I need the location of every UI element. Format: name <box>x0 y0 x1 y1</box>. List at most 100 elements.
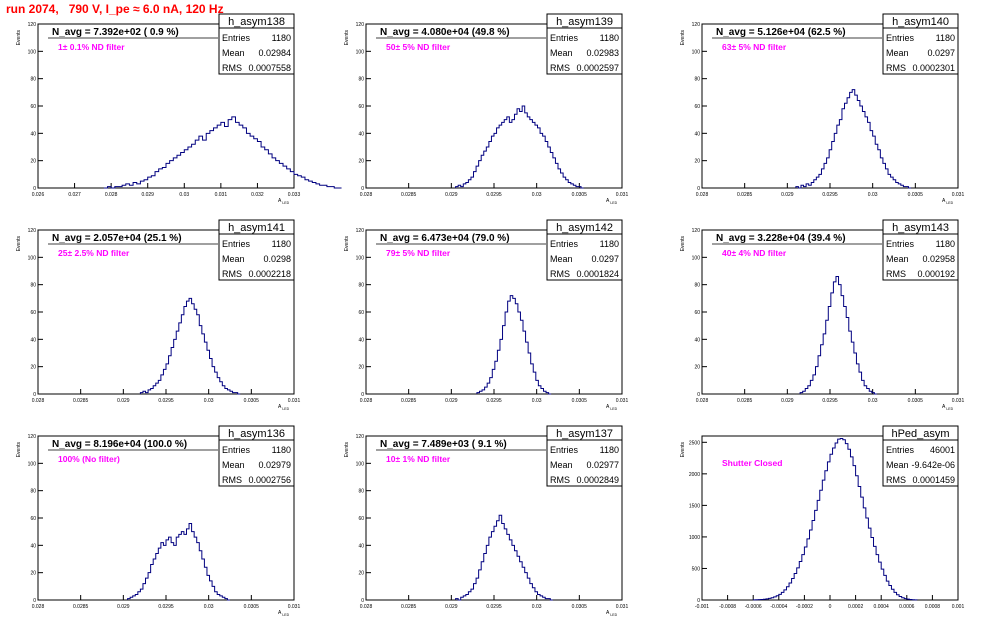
histogram-series-h_asym137 <box>455 514 553 601</box>
x-tick-label: 0.001 <box>952 604 965 610</box>
y-tick-label: 60 <box>30 104 36 110</box>
y-tick-label: 60 <box>694 104 700 110</box>
x-tick-label: 0.0285 <box>737 398 753 404</box>
stats-value: 1180 <box>936 239 955 249</box>
x-tick-label: 0.03 <box>204 604 214 610</box>
stats-label: Mean <box>886 48 909 58</box>
stats-value: -9.642e-06 <box>911 460 955 470</box>
stats-label: RMS <box>550 63 570 73</box>
x-tick-label: 0.031 <box>616 192 629 198</box>
stats-value: 0.02984 <box>258 48 291 58</box>
stats-value: 0.0002218 <box>248 269 291 279</box>
filter-label: Shutter Closed <box>722 458 782 468</box>
histogram-panel-h_asym136: 0 20 40 60 80 100 120 0.028 0.0285 0.029 0.0295 0.0… <box>16 425 300 617</box>
stats-value: 1180 <box>936 33 955 43</box>
y-tick-label: 0 <box>33 392 36 398</box>
y-tick-label: 40 <box>694 131 700 137</box>
y-tick-label: 0 <box>361 186 364 192</box>
histogram-series-h_asym140 <box>795 89 912 189</box>
stats-value: 0.0002301 <box>912 63 955 73</box>
x-tick-label: 0.031 <box>952 398 965 404</box>
stats-label: Entries <box>886 239 915 249</box>
y-axis-title: Events <box>16 442 22 458</box>
x-axis-title: A LED <box>278 198 290 205</box>
y-tick-label: 1500 <box>689 503 700 509</box>
stats-value: 1180 <box>272 239 291 249</box>
y-tick-label: 100 <box>28 255 37 261</box>
y-tick-label: 60 <box>358 310 364 316</box>
stats-label: RMS <box>886 475 906 485</box>
filter-label: 1± 0.1% ND filter <box>58 42 125 52</box>
x-tick-label: 0.0004 <box>874 604 890 610</box>
x-tick-label: 0.0285 <box>73 398 89 404</box>
y-tick-label: 60 <box>30 516 36 522</box>
y-tick-label: 80 <box>358 283 364 289</box>
y-tick-label: 0 <box>361 598 364 604</box>
y-tick-label: 0 <box>697 186 700 192</box>
y-tick-label: 120 <box>28 434 37 440</box>
histogram-panel-h_asym139: 0 20 40 60 80 100 120 0.028 0.0285 0.029 0.0295 0.0… <box>344 13 629 205</box>
filter-label: 10± 1% ND filter <box>386 454 451 464</box>
histogram-name: h_asym137 <box>556 428 613 440</box>
histogram-series-h_asym136 <box>127 522 230 601</box>
y-tick-label: 100 <box>692 255 701 261</box>
stats-label: Entries <box>886 33 915 43</box>
filter-label: 63± 5% ND filter <box>722 42 787 52</box>
x-tick-label: 0.028 <box>32 398 45 404</box>
y-tick-label: 40 <box>30 337 36 343</box>
x-tick-label: 0.03 <box>532 398 542 404</box>
x-tick-label: 0.03 <box>532 604 542 610</box>
y-tick-label: 120 <box>692 22 701 28</box>
y-tick-label: 120 <box>356 228 365 234</box>
histogram-name: h_asym143 <box>892 222 949 234</box>
histogram-series-h_asym143 <box>799 275 877 395</box>
stats-label: Entries <box>550 239 579 249</box>
n-avg-label: N_avg = 2.057e+04 (25.1 %) <box>52 233 182 244</box>
histogram-panel-h_asym140: 0 20 40 60 80 100 120 0.028 0.0285 0.029 0.0295 0.0… <box>680 13 964 205</box>
n-avg-label: N_avg = 6.473e+04 (79.0 %) <box>380 233 510 244</box>
histogram-series-h_asym141 <box>139 297 241 395</box>
histogram-series-hPed_asym <box>752 438 918 601</box>
y-tick-label: 40 <box>30 131 36 137</box>
histogram-name: hPed_asym <box>891 428 949 440</box>
y-tick-label: 1000 <box>689 535 700 541</box>
y-tick-label: 2500 <box>689 440 700 446</box>
stats-value: 1180 <box>600 239 619 249</box>
x-tick-label: 0.031 <box>616 398 629 404</box>
x-tick-label: 0.0295 <box>158 398 174 404</box>
n-avg-label: N_avg = 5.126e+04 (62.5 %) <box>716 27 846 38</box>
y-tick-label: 20 <box>694 159 700 165</box>
x-axis-title: A LED <box>606 610 618 617</box>
x-tick-label: 0.0295 <box>822 398 838 404</box>
y-tick-label: 120 <box>692 228 701 234</box>
y-tick-label: 80 <box>30 283 36 289</box>
histogram-panel-hPed_asym: 0 500 1000 1500 2000 2500 -0.001 -0.0008 -0.0006… <box>680 425 965 610</box>
x-tick-label: -0.001 <box>695 604 709 610</box>
x-tick-label: 0.031 <box>215 192 228 198</box>
stats-value: 0.000192 <box>917 269 955 279</box>
stats-label: RMS <box>222 269 242 279</box>
y-tick-label: 80 <box>30 77 36 83</box>
x-tick-label: 0.03 <box>532 192 542 198</box>
y-tick-label: 100 <box>356 49 365 55</box>
x-tick-label: 0.0305 <box>572 604 588 610</box>
stats-box <box>218 233 295 281</box>
x-tick-label: 0.029 <box>117 604 130 610</box>
histogram-series-h_asym142 <box>476 295 552 395</box>
y-tick-label: 100 <box>356 461 365 467</box>
x-tick-label: 0.033 <box>288 192 301 198</box>
y-tick-label: 0 <box>33 186 36 192</box>
stats-value: 0.0001459 <box>912 475 955 485</box>
x-tick-label: 0.0305 <box>572 192 588 198</box>
histogram-panel-h_asym142: 0 20 40 60 80 100 120 0.028 0.0285 0.029 0.0295 0.0… <box>344 219 629 411</box>
stats-value: 1180 <box>600 445 619 455</box>
stats-label: RMS <box>550 475 570 485</box>
stats-value: 46001 <box>930 445 955 455</box>
x-tick-label: 0.0295 <box>486 398 502 404</box>
x-tick-label: 0.0305 <box>244 398 260 404</box>
x-tick-label: 0.028 <box>360 192 373 198</box>
y-tick-label: 40 <box>358 131 364 137</box>
x-tick-label: -0.0006 <box>745 604 762 610</box>
stats-box <box>882 27 959 75</box>
stats-label: Entries <box>886 445 915 455</box>
